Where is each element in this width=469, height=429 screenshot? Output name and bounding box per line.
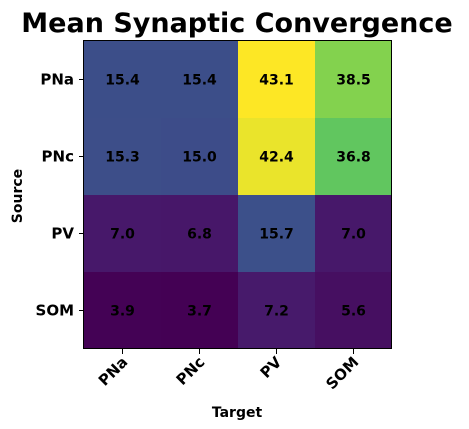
chart-title: Mean Synaptic Convergence [21,8,452,39]
heatmap-cells [84,41,392,349]
heatmap-cell [84,195,161,272]
cell-value-label: 7.0 [341,227,366,243]
cell-value-label: 38.5 [336,73,371,89]
heatmap-cell [238,272,315,349]
x-axis-label: Target [212,405,263,421]
cell-value-label: 5.6 [341,304,366,320]
cell-value-label: 15.7 [259,227,294,243]
x-tick-label: PV [257,353,286,382]
heatmap-cell [315,272,392,349]
x-tick-label: PNa [95,353,132,390]
y-tick-label: SOM [36,302,74,320]
cell-value-label: 7.2 [264,304,289,320]
heatmap-cell [238,41,315,118]
heatmap-cell [315,195,392,272]
heatmap-cell [84,272,161,349]
heatmap-cell [315,118,392,195]
heatmap-cell [238,195,315,272]
x-tick-label: SOM [322,353,362,393]
heatmap-cell [161,118,238,195]
y-tick-label: PNa [40,71,74,89]
heatmap-cell [161,41,238,118]
cell-value-label: 36.8 [336,150,371,166]
cell-value-label: 15.0 [182,150,217,166]
y-tick-label: PNc [42,148,74,166]
heatmap-cell [161,195,238,272]
y-axis-label: Source [10,169,26,223]
cell-value-label: 15.3 [105,150,140,166]
heatmap-cell [84,118,161,195]
cell-value-label: 42.4 [259,150,294,166]
x-tick-label: PNc [173,353,209,389]
y-tick-labels: PNa PNc PV SOM [36,71,84,320]
heatmap-cell [161,272,238,349]
y-tick-label: PV [51,225,74,243]
heatmap-cell [238,118,315,195]
cell-value-label: 3.9 [110,304,135,320]
cell-value-labels: 15.4 15.4 43.1 38.5 15.3 15.0 42.4 36.8 7.0 6.8 15… [105,73,371,320]
cell-value-label: 6.8 [187,227,212,243]
heatmap-cell [315,41,392,118]
cell-value-label: 15.4 [182,73,217,89]
cell-value-label: 43.1 [259,73,294,89]
x-tick-labels: PNa PNc PV SOM [95,349,362,393]
cell-value-label: 7.0 [110,227,135,243]
cell-value-label: 3.7 [187,304,212,320]
heatmap-cell [84,41,161,118]
cell-value-label: 15.4 [105,73,140,89]
plot-frame [83,40,392,349]
